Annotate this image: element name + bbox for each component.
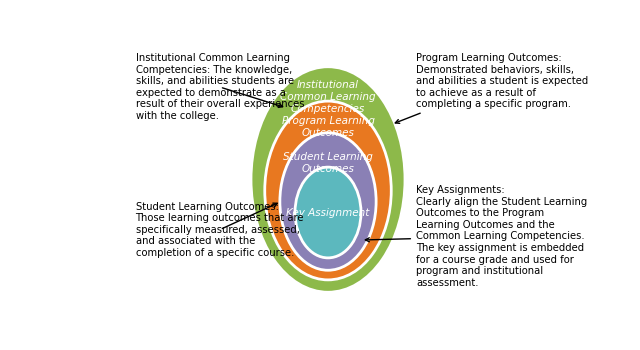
Ellipse shape: [265, 101, 391, 280]
Text: Key Assignments:
Clearly align the Student Learning
Outcomes to the Program
Lear: Key Assignments: Clearly align the Stude…: [365, 185, 588, 288]
Text: Institutional
Common Learning
Competencies: Institutional Common Learning Competenci…: [280, 80, 376, 114]
Ellipse shape: [251, 67, 405, 292]
Text: Key Assignment: Key Assignment: [286, 208, 370, 217]
Text: Program Learning Outcomes:
Demonstrated behaviors, skills,
and abilities a stude: Program Learning Outcomes: Demonstrated …: [396, 53, 588, 123]
Text: Student Learning
Outcomes: Student Learning Outcomes: [283, 152, 373, 174]
Ellipse shape: [295, 167, 361, 258]
Text: Program Learning
Outcomes: Program Learning Outcomes: [282, 117, 374, 138]
Ellipse shape: [280, 133, 376, 270]
Text: Student Learning Outcomes:
Those learning outcomes that are
specifically measure: Student Learning Outcomes: Those learnin…: [136, 202, 304, 258]
Text: Institutional Common Learning
Competencies: The knowledge,
skills, and abilities: Institutional Common Learning Competenci…: [136, 53, 304, 121]
